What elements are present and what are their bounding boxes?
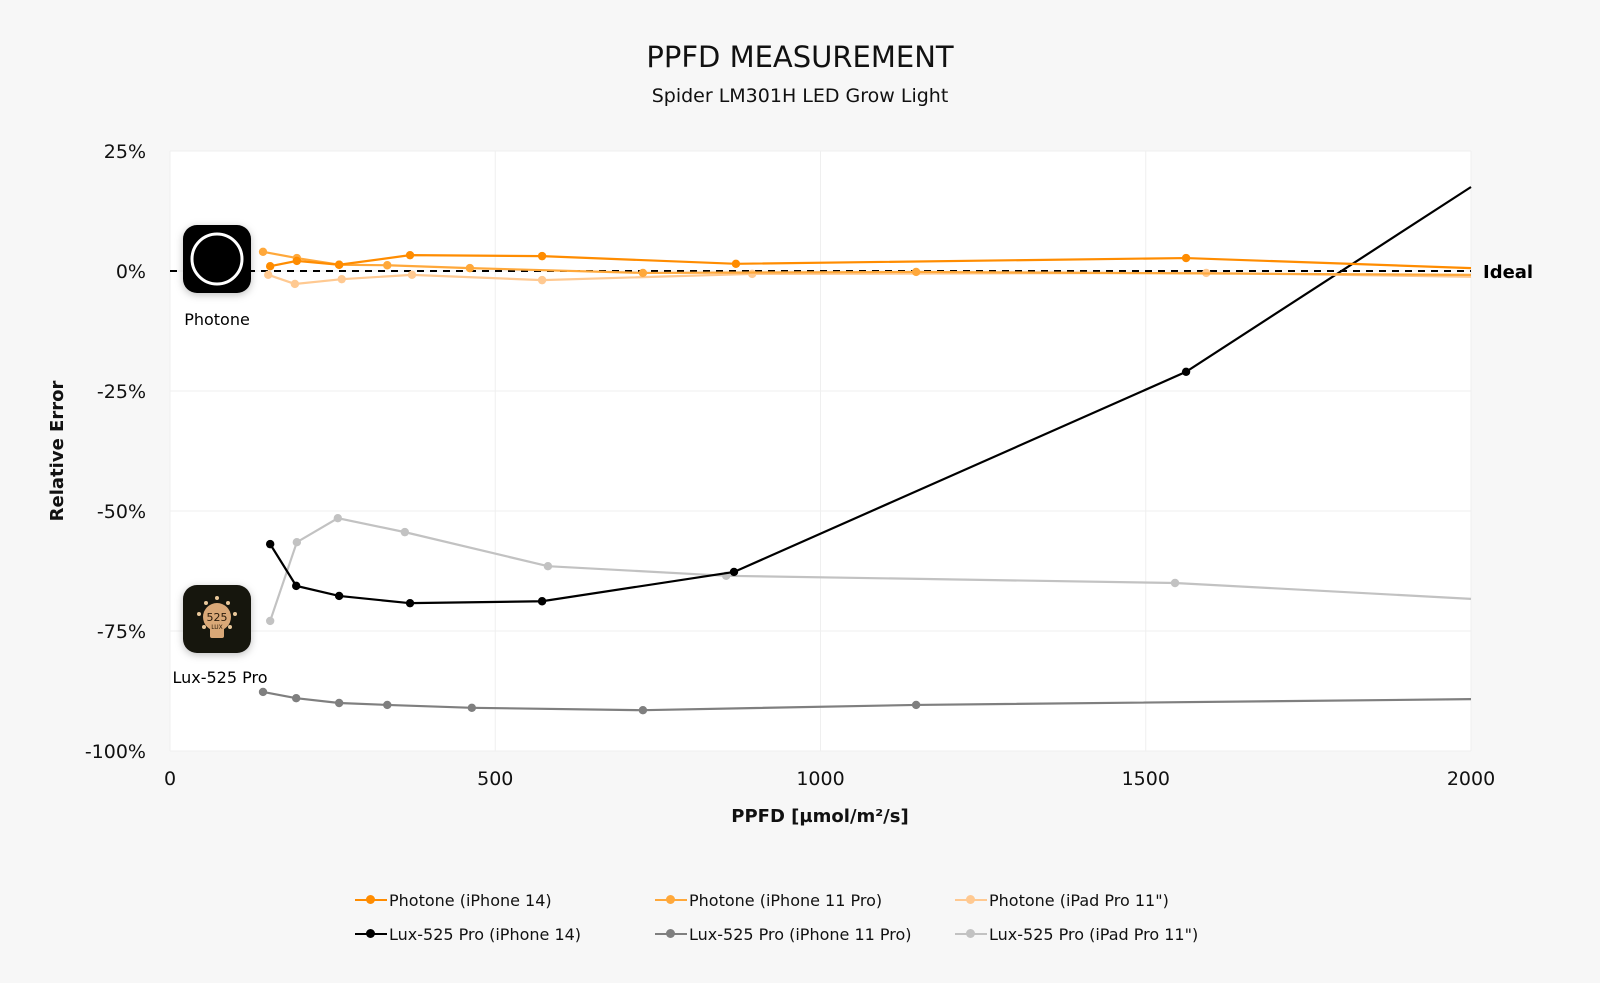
- y-axis-label: Relative Error: [47, 381, 68, 522]
- y-tick-label: -25%: [97, 381, 146, 403]
- series-line: [262, 250, 1472, 276]
- series-5: [265, 514, 1472, 626]
- data-point: [1170, 578, 1180, 588]
- data-point: [337, 274, 346, 284]
- legend-label: Photone (iPhone 14): [389, 890, 552, 910]
- y-tick-label: 25%: [104, 141, 146, 163]
- lux-icon-subtext: LUX: [211, 624, 223, 631]
- data-point: [383, 261, 392, 270]
- legend-item[interactable]: Lux-525 Pro (iPhone 11 Pro): [655, 922, 955, 946]
- legend-item[interactable]: Photone (iPhone 14): [355, 888, 655, 912]
- data-point: [264, 270, 273, 280]
- data-point: [258, 247, 268, 256]
- data-point: [1181, 253, 1191, 263]
- data-point: [265, 616, 275, 626]
- data-point: [467, 703, 477, 712]
- x-tick-label: 2000: [1447, 768, 1495, 790]
- x-tick-label: 1000: [796, 768, 844, 790]
- series-4: [258, 687, 1472, 715]
- data-point: [291, 581, 301, 591]
- y-tick-label: -100%: [85, 741, 146, 763]
- y-tick-label: -75%: [97, 621, 146, 643]
- legend-label: Lux-525 Pro (iPad Pro 11"): [989, 924, 1199, 944]
- data-point: [405, 250, 415, 260]
- legend-label: Photone (iPhone 11 Pro): [689, 890, 883, 910]
- legend-item[interactable]: Lux-525 Pro (iPad Pro 11"): [955, 922, 1255, 946]
- y-tick-label: -50%: [97, 501, 146, 523]
- photone-app-icon: [183, 225, 251, 293]
- x-tick-label: 500: [477, 768, 513, 790]
- legend-item[interactable]: Photone (iPhone 11 Pro): [655, 888, 955, 912]
- photone-app-label: Photone: [184, 310, 250, 329]
- data-point: [334, 698, 344, 708]
- data-point: [265, 539, 275, 549]
- x-tick-label: 0: [164, 768, 176, 790]
- legend-item[interactable]: Photone (iPad Pro 11"): [955, 888, 1255, 912]
- series-line: [269, 254, 1472, 270]
- chart-title: PPFD MEASUREMENT: [646, 40, 954, 74]
- series-3: [265, 186, 1472, 608]
- series-line: [269, 186, 1472, 605]
- data-point: [292, 538, 302, 547]
- legend-label: Lux-525 Pro (iPhone 14): [389, 924, 582, 944]
- data-point: [291, 694, 301, 703]
- data-point: [911, 700, 921, 710]
- data-point: [465, 263, 475, 273]
- legend-swatch: [355, 929, 387, 938]
- data-point: [638, 706, 648, 715]
- data-point: [290, 279, 300, 289]
- x-axis-label: PPFD [µmol/m²/s]: [731, 806, 908, 827]
- data-point: [265, 262, 275, 271]
- lux-icon-text: 525: [207, 611, 228, 624]
- series-0: [265, 250, 1472, 271]
- legend-label: Lux-525 Pro (iPhone 11 Pro): [689, 924, 912, 944]
- ideal-label: Ideal: [1483, 262, 1533, 283]
- data-point: [1181, 367, 1191, 376]
- data-point: [334, 591, 344, 601]
- y-tick-label: 0%: [116, 261, 146, 283]
- data-point: [537, 275, 547, 285]
- legend-swatch: [655, 895, 687, 904]
- lux-525-app-icon: 525 LUX: [183, 585, 251, 653]
- x-tick-label: 1500: [1122, 768, 1170, 790]
- data-point: [729, 567, 739, 577]
- data-point: [543, 562, 553, 571]
- lux-app-label: Lux-525 Pro: [172, 668, 267, 687]
- data-point: [383, 700, 392, 710]
- data-point: [334, 260, 344, 269]
- data-point: [258, 687, 268, 697]
- legend-swatch: [955, 895, 987, 904]
- data-point: [638, 268, 648, 278]
- data-point: [731, 259, 741, 268]
- data-point: [537, 251, 547, 261]
- legend: Photone (iPhone 14) Photone (iPhone 11 Pr…: [355, 888, 1255, 946]
- data-point: [292, 256, 302, 266]
- data-point: [405, 598, 415, 608]
- data-point: [407, 270, 417, 280]
- data-point: [747, 269, 757, 279]
- data-point: [400, 527, 410, 537]
- legend-swatch: [655, 929, 687, 938]
- chart-subtitle: Spider LM301H LED Grow Light: [651, 85, 949, 107]
- legend-label: Photone (iPad Pro 11"): [989, 890, 1169, 910]
- legend-item[interactable]: Lux-525 Pro (iPhone 14): [355, 922, 655, 946]
- data-point: [537, 597, 547, 606]
- series-line: [262, 690, 1472, 712]
- series-line: [269, 517, 1472, 622]
- legend-swatch: [355, 895, 387, 904]
- legend-swatch: [955, 929, 987, 938]
- data-point: [911, 267, 921, 277]
- data-point: [333, 514, 343, 523]
